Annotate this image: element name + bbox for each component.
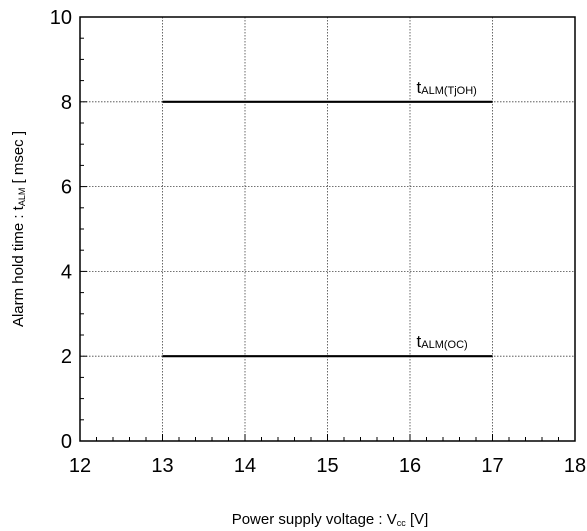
series-label: tALM(TjOH) <box>417 78 477 97</box>
x-tick-label: 14 <box>234 455 256 477</box>
grid <box>80 17 575 441</box>
x-axis-title: Power supply voltage : Vcc [V] <box>232 511 429 528</box>
x-tick-label: 12 <box>69 455 91 477</box>
x-axis-title-tail: [V] <box>406 511 429 528</box>
y-tick-labels: 0 2 4 6 8 10 <box>50 7 72 453</box>
y-axis-title-tail: [ msec ] <box>10 131 27 188</box>
y-tick-label: 4 <box>61 261 72 283</box>
series-lines <box>162 100 493 358</box>
y-tick-label: 8 <box>61 92 72 114</box>
x-axis-title-sub: cc <box>397 518 407 528</box>
series-label-main: t <box>417 78 422 97</box>
x-tick-labels: 12 13 14 15 16 17 18 <box>69 455 586 477</box>
x-tick-label: 16 <box>399 455 421 477</box>
x-tick-label: 18 <box>564 455 586 477</box>
y-axis-title-main: Alarm hold time : t <box>10 205 27 327</box>
y-axis-title-sub: ALM <box>17 188 27 207</box>
series-label: tALM(OC) <box>417 332 468 351</box>
series-label-sub: ALM(TjOH) <box>421 85 477 97</box>
y-tick-label: 10 <box>50 7 72 29</box>
x-axis-title-main: Power supply voltage : V <box>232 511 397 528</box>
series-labels: tALM(TjOH)tALM(OC) <box>417 78 477 351</box>
x-tick-label: 17 <box>481 455 503 477</box>
y-tick-label: 6 <box>61 177 72 199</box>
x-tick-label: 13 <box>151 455 173 477</box>
series-label-main: t <box>417 332 422 351</box>
x-tick-label: 15 <box>316 455 338 477</box>
series-label-sub: ALM(OC) <box>421 339 467 351</box>
y-tick-label: 0 <box>61 431 72 453</box>
y-tick-label: 2 <box>61 346 72 368</box>
plot-frame <box>79 16 576 442</box>
y-axis-title: Alarm hold time : tALM [ msec ] <box>10 131 27 327</box>
